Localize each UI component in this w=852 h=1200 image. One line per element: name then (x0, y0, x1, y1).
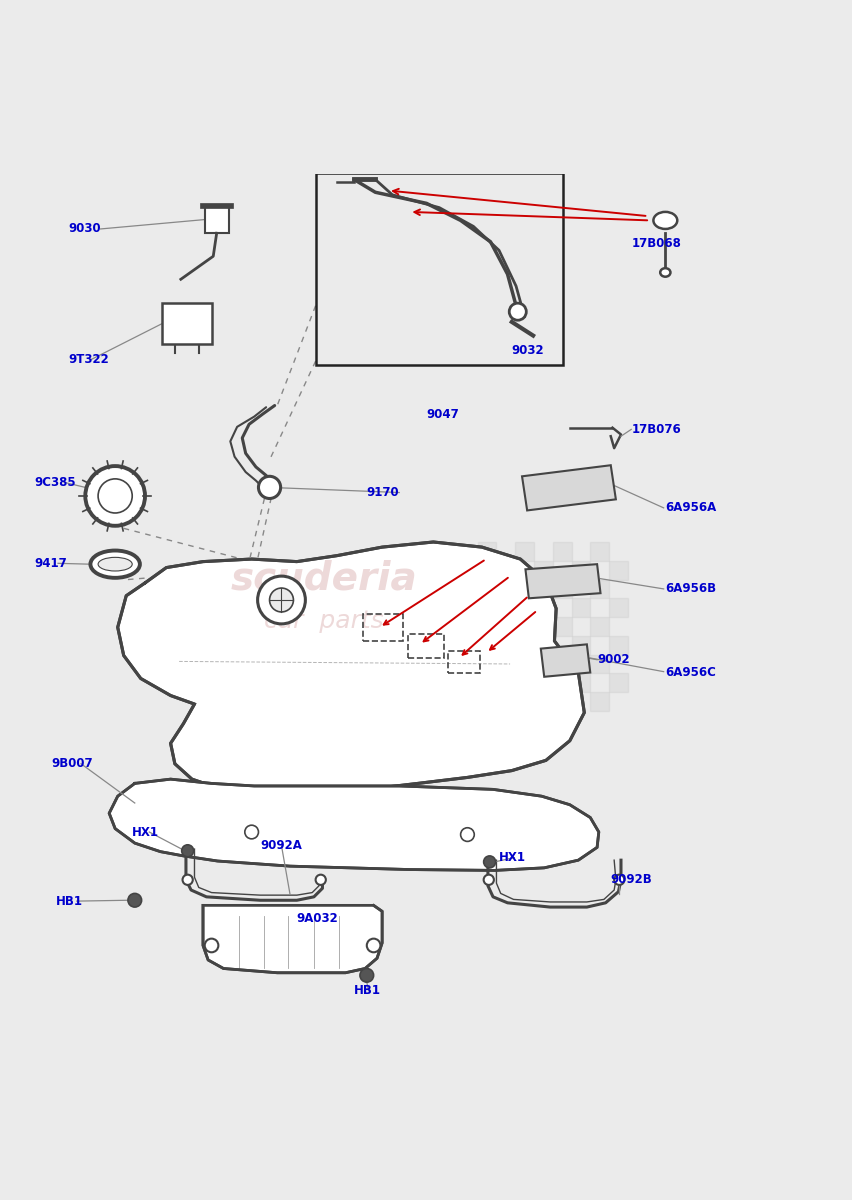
Text: 9T322: 9T322 (68, 353, 109, 366)
Text: HX1: HX1 (498, 851, 526, 864)
Circle shape (613, 875, 624, 884)
Circle shape (85, 466, 145, 526)
Circle shape (204, 938, 218, 953)
Bar (162, 304, 211, 344)
Bar (533, 673, 552, 692)
Text: 6A956C: 6A956C (665, 666, 716, 679)
Bar (533, 636, 552, 654)
Bar (204, 206, 228, 233)
Bar (571, 560, 590, 580)
Text: car  parts: car parts (264, 610, 383, 634)
Bar (571, 599, 590, 617)
Bar (515, 617, 533, 636)
Text: 17B068: 17B068 (630, 236, 680, 250)
Circle shape (257, 576, 305, 624)
Bar (496, 599, 515, 617)
Bar (515, 654, 533, 673)
Ellipse shape (659, 268, 670, 277)
Text: 9170: 9170 (366, 486, 399, 499)
Bar (477, 692, 496, 710)
Polygon shape (118, 542, 584, 794)
Bar (571, 673, 590, 692)
Bar (571, 636, 590, 654)
Circle shape (258, 476, 280, 498)
Text: 9002: 9002 (596, 653, 629, 666)
Bar (552, 654, 571, 673)
Polygon shape (525, 564, 600, 599)
Circle shape (182, 875, 193, 884)
Ellipse shape (653, 212, 676, 229)
Text: 6A956A: 6A956A (665, 502, 716, 515)
Ellipse shape (98, 557, 132, 571)
Bar (552, 692, 571, 710)
Bar (590, 617, 608, 636)
Circle shape (245, 826, 258, 839)
Bar (515, 580, 533, 599)
Text: 9C385: 9C385 (34, 475, 76, 488)
Bar (608, 560, 627, 580)
Text: 9A032: 9A032 (296, 912, 338, 925)
Bar (552, 542, 571, 560)
Circle shape (483, 875, 493, 884)
Text: 9047: 9047 (426, 408, 458, 420)
Bar (407, 634, 443, 658)
Bar (515, 692, 533, 710)
Text: 9092A: 9092A (260, 839, 302, 852)
Bar (477, 654, 496, 673)
Bar (477, 617, 496, 636)
Bar (590, 580, 608, 599)
Circle shape (181, 845, 193, 857)
Bar (496, 560, 515, 580)
Bar (447, 652, 480, 672)
Bar (362, 613, 403, 641)
Circle shape (483, 856, 495, 868)
Text: HB1: HB1 (55, 895, 83, 907)
Bar (608, 599, 627, 617)
Circle shape (269, 588, 293, 612)
Bar (608, 673, 627, 692)
Polygon shape (203, 905, 382, 973)
Polygon shape (540, 644, 590, 677)
Circle shape (128, 894, 141, 907)
Bar (590, 542, 608, 560)
Bar (608, 636, 627, 654)
Bar (533, 599, 552, 617)
Text: 9B007: 9B007 (51, 757, 93, 770)
Circle shape (366, 938, 380, 953)
Ellipse shape (90, 551, 140, 578)
Bar (552, 617, 571, 636)
Text: 17B076: 17B076 (630, 422, 680, 436)
Bar (477, 542, 496, 560)
Text: HX1: HX1 (132, 826, 159, 839)
Circle shape (509, 304, 526, 320)
Bar (496, 636, 515, 654)
Bar (496, 673, 515, 692)
Bar (515, 542, 533, 560)
Text: 9030: 9030 (68, 222, 101, 235)
Bar (590, 692, 608, 710)
Text: HB1: HB1 (354, 984, 381, 997)
Polygon shape (521, 466, 615, 510)
Circle shape (98, 479, 132, 512)
Circle shape (315, 875, 325, 884)
Bar (477, 580, 496, 599)
Polygon shape (109, 779, 598, 870)
Text: 9417: 9417 (34, 557, 66, 570)
Text: 6A956B: 6A956B (665, 582, 716, 595)
Circle shape (460, 828, 474, 841)
Bar (315, 174, 562, 366)
Bar (590, 654, 608, 673)
Bar (533, 560, 552, 580)
Text: 9032: 9032 (511, 344, 544, 358)
Text: 9092B: 9092B (609, 874, 651, 887)
Bar (200, 203, 233, 208)
Circle shape (360, 968, 373, 982)
Bar (552, 580, 571, 599)
Text: scuderia: scuderia (231, 559, 417, 598)
